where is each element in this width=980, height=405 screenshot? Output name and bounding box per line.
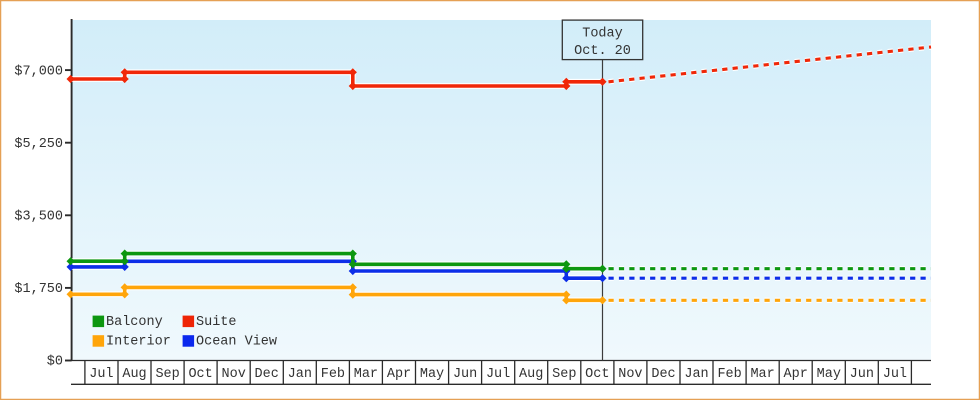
svg-text:Jan: Jan [684, 367, 708, 382]
svg-text:Sep: Sep [155, 367, 179, 382]
svg-text:Sep: Sep [552, 367, 576, 382]
svg-text:Dec: Dec [651, 367, 675, 382]
svg-text:Nov: Nov [222, 367, 246, 382]
svg-text:Suite: Suite [196, 315, 237, 330]
svg-text:$5,250: $5,250 [14, 137, 63, 152]
svg-text:Jan: Jan [288, 367, 312, 382]
svg-text:Apr: Apr [784, 367, 808, 382]
svg-text:Oct. 20: Oct. 20 [574, 44, 631, 59]
svg-text:Interior: Interior [106, 335, 171, 350]
svg-text:Dec: Dec [255, 367, 279, 382]
svg-text:Apr: Apr [387, 367, 411, 382]
svg-text:$3,500: $3,500 [14, 210, 63, 225]
svg-text:Jul: Jul [883, 367, 907, 382]
svg-text:Aug: Aug [122, 367, 146, 382]
svg-text:Ocean View: Ocean View [196, 335, 277, 350]
svg-text:Mar: Mar [750, 367, 774, 382]
svg-text:$7,000: $7,000 [14, 64, 63, 79]
svg-text:Jun: Jun [453, 367, 477, 382]
svg-text:Nov: Nov [618, 367, 642, 382]
svg-text:Today: Today [582, 26, 623, 41]
svg-text:Jul: Jul [89, 367, 113, 382]
svg-text:Mar: Mar [354, 367, 378, 382]
svg-text:$0: $0 [47, 355, 63, 370]
svg-text:May: May [817, 367, 841, 382]
svg-text:Oct: Oct [585, 367, 609, 382]
svg-text:Aug: Aug [519, 367, 543, 382]
svg-text:Balcony: Balcony [106, 315, 163, 330]
svg-text:May: May [420, 367, 444, 382]
svg-text:Feb: Feb [717, 367, 741, 382]
svg-text:Oct: Oct [188, 367, 212, 382]
svg-text:Jun: Jun [850, 367, 874, 382]
svg-text:Jul: Jul [486, 367, 510, 382]
svg-text:Feb: Feb [321, 367, 345, 382]
svg-text:$1,750: $1,750 [14, 282, 63, 297]
